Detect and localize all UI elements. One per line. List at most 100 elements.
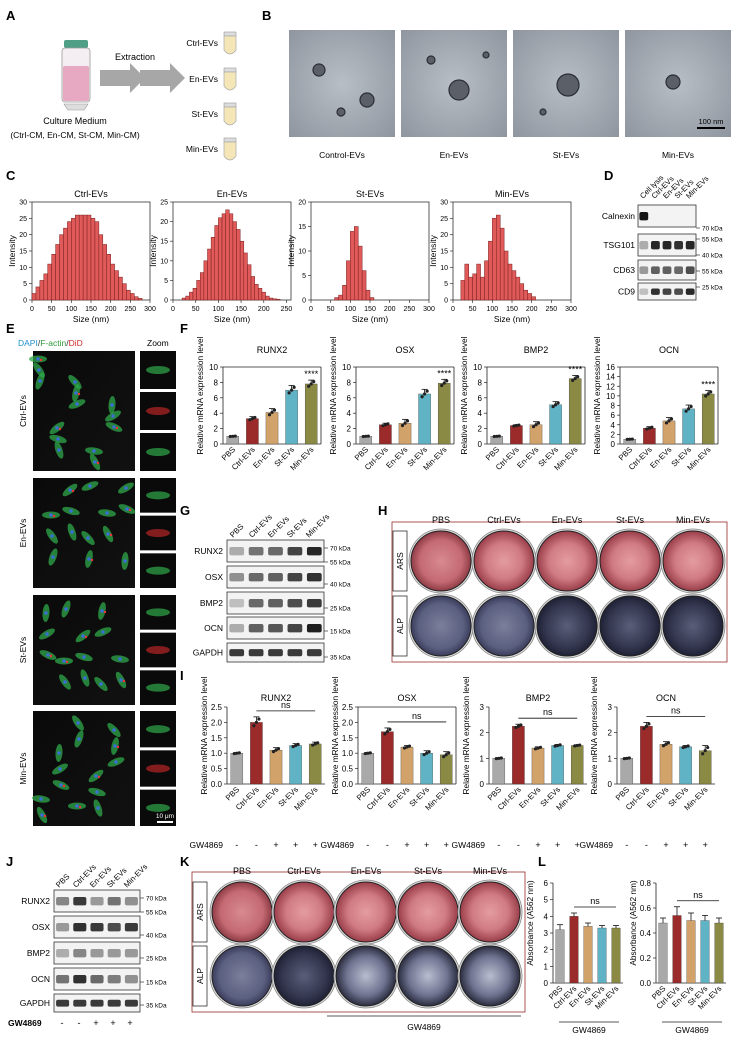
x-tick-label: 200 xyxy=(526,306,538,313)
histogram-bar xyxy=(207,248,212,301)
data-point xyxy=(270,410,274,415)
histogram-bar xyxy=(243,252,248,301)
histogram-bar xyxy=(334,297,339,301)
cell-nucleus xyxy=(123,559,127,563)
gw-sign: - xyxy=(645,840,648,850)
histogram-title: Min-EVs xyxy=(495,189,530,199)
histogram-bar xyxy=(476,263,481,301)
well-column-label: En-EVs xyxy=(351,866,382,876)
cell-nucleus xyxy=(94,774,98,778)
cell-nucleus xyxy=(58,767,62,771)
band-label: OSX xyxy=(205,572,223,582)
blot-band xyxy=(306,624,322,633)
blot-band xyxy=(73,949,87,958)
tube-cap xyxy=(223,137,237,143)
histogram-bar xyxy=(268,297,274,301)
blot-band xyxy=(674,241,684,250)
blot-band xyxy=(639,241,649,250)
data-point xyxy=(386,422,390,426)
histogram-bar xyxy=(272,298,277,301)
row-label: ALP xyxy=(195,968,205,984)
did-signal xyxy=(128,508,132,512)
legend-did: DiD xyxy=(69,338,83,348)
data-point xyxy=(287,391,291,395)
y-tick-label: 3 xyxy=(608,703,613,712)
histogram-bar xyxy=(39,280,45,301)
data-point xyxy=(248,418,252,422)
gw-sign: + xyxy=(703,840,708,850)
data-point xyxy=(647,426,652,430)
x-tick-label: 250 xyxy=(124,306,136,313)
scalebar xyxy=(697,127,725,129)
histogram-bar xyxy=(357,245,363,301)
did-signal xyxy=(116,745,120,749)
y-tick-label: 8 xyxy=(478,378,483,387)
did-signal xyxy=(62,784,66,788)
blot-band xyxy=(90,949,104,958)
x-tick-label: 0 xyxy=(171,306,175,313)
cell-nucleus xyxy=(75,804,79,808)
did-signal xyxy=(96,461,100,465)
lane-label: Min-EVs xyxy=(122,862,149,889)
cell-nucleus xyxy=(46,653,50,657)
gw-sign: + xyxy=(404,840,409,850)
x-tick-label: 0 xyxy=(30,306,34,313)
blot-band xyxy=(56,949,70,958)
data-point xyxy=(228,434,232,439)
histogram-title: En-EVs xyxy=(217,189,248,199)
bar xyxy=(569,916,579,984)
data-point xyxy=(664,421,669,425)
y-tick-label: 10 xyxy=(342,363,351,372)
chart-title: BMP2 xyxy=(526,693,551,703)
bar xyxy=(492,758,506,785)
bar xyxy=(398,423,412,445)
gw-sign: - xyxy=(366,840,369,850)
zoom-signal xyxy=(146,764,170,773)
blot-band xyxy=(229,599,245,608)
bar-chart: 0246810PBSCtrl-EVsEn-EVsSt-EVsMin-EVsOSX… xyxy=(328,336,455,472)
gw-sign: + xyxy=(575,840,580,850)
bar-chart: 0246810PBSCtrl-EVsEn-EVsSt-EVsMin-EVsRUN… xyxy=(195,336,322,472)
blot-band xyxy=(107,975,121,984)
histogram-bar xyxy=(250,276,255,301)
data-point xyxy=(361,434,365,439)
well xyxy=(410,530,472,592)
y-axis-label: Relative mRNA expression level xyxy=(461,676,471,794)
data-point xyxy=(622,757,626,761)
panel-label-f: F xyxy=(180,321,188,336)
zoom-signal xyxy=(146,803,170,812)
row-label: ARS xyxy=(195,903,205,921)
y-tick-label: 0.2 xyxy=(640,954,652,963)
band-label: TSG101 xyxy=(603,240,635,250)
x-tick-label: 200 xyxy=(105,306,117,313)
data-point xyxy=(252,724,256,728)
x-tick-label: 150 xyxy=(364,306,376,313)
y-tick-label: 0 xyxy=(347,440,352,449)
category-label: En-EVs xyxy=(384,445,409,470)
blot-band xyxy=(124,949,138,958)
x-tick-label: 50 xyxy=(48,306,56,313)
histogram-bar xyxy=(338,294,343,301)
data-point xyxy=(625,756,629,760)
data-point xyxy=(447,751,451,755)
band-label: OCN xyxy=(31,974,50,984)
data-point xyxy=(554,403,558,407)
panel-e: DAPI/F-actin/DiD Zoom Ctrl-EVsEn-EVsSt-E… xyxy=(18,338,176,826)
blot-band xyxy=(90,975,104,984)
bar xyxy=(662,420,676,445)
bar xyxy=(381,731,394,785)
category-label: En-EVs xyxy=(645,785,670,810)
gw-sign: + xyxy=(273,840,278,850)
panel-label-g: G xyxy=(180,503,190,518)
gw4869-label: GW4869 xyxy=(451,840,485,850)
panel-label-b: B xyxy=(262,8,271,23)
well-column-label: Ctrl-EVs xyxy=(487,515,521,525)
cell-nucleus xyxy=(40,813,44,817)
data-point xyxy=(625,437,629,441)
x-tick-label: 250 xyxy=(403,306,415,313)
data-point xyxy=(312,380,316,384)
histogram-bar xyxy=(361,270,367,301)
histogram-bar xyxy=(90,218,96,301)
